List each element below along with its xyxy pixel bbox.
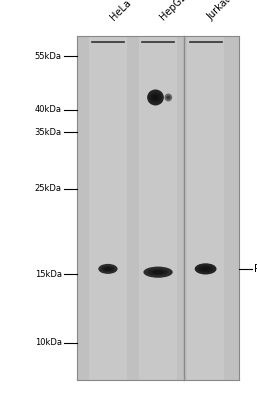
- Bar: [187, 36, 224, 380]
- Text: 25kDa: 25kDa: [35, 184, 62, 193]
- Text: 35kDa: 35kDa: [34, 128, 62, 136]
- Bar: [77, 36, 239, 380]
- Ellipse shape: [152, 270, 164, 274]
- Ellipse shape: [152, 95, 159, 100]
- Ellipse shape: [148, 269, 168, 276]
- Ellipse shape: [147, 90, 164, 106]
- Ellipse shape: [150, 93, 161, 102]
- Text: POMP: POMP: [254, 264, 257, 274]
- Ellipse shape: [198, 266, 213, 272]
- Bar: [89, 36, 126, 380]
- Bar: [139, 36, 177, 380]
- Ellipse shape: [166, 95, 171, 100]
- Ellipse shape: [101, 266, 115, 272]
- Text: 55kDa: 55kDa: [35, 52, 62, 61]
- Ellipse shape: [143, 266, 173, 278]
- Ellipse shape: [201, 267, 210, 271]
- Text: HeLa: HeLa: [108, 0, 133, 22]
- Ellipse shape: [167, 96, 170, 99]
- Text: 10kDa: 10kDa: [35, 338, 62, 347]
- Text: Jurkat: Jurkat: [206, 0, 233, 22]
- Ellipse shape: [104, 267, 112, 271]
- Ellipse shape: [164, 94, 172, 102]
- Ellipse shape: [195, 263, 217, 274]
- Text: HepG2: HepG2: [158, 0, 189, 22]
- Text: 15kDa: 15kDa: [35, 270, 62, 279]
- Ellipse shape: [98, 264, 118, 274]
- Text: 40kDa: 40kDa: [35, 105, 62, 114]
